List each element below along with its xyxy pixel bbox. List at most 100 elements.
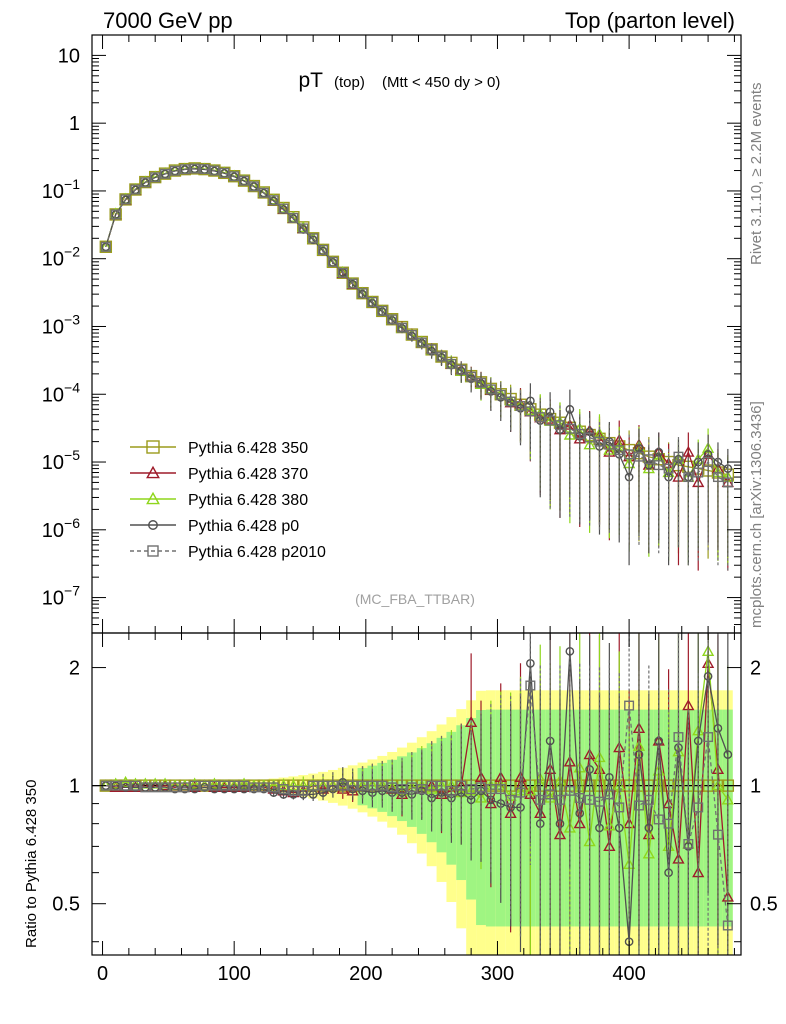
legend-label: Pythia 6.428 350 (188, 440, 308, 457)
ratio-data-point (436, 780, 447, 791)
y-tick-label: 10−7 (42, 583, 80, 610)
ratio-data-point (377, 780, 388, 791)
ratio-y-tick-label-left: 0.5 (52, 894, 80, 916)
legend-marker (147, 545, 159, 557)
x-tick-label: 300 (481, 963, 514, 985)
ratio-frame (91, 632, 742, 956)
ratio-data-point (416, 784, 427, 795)
ratio-data-point (169, 782, 180, 793)
ratio-data-point (633, 800, 644, 811)
data-point (160, 168, 171, 179)
ratio-y-tick-label-right: 1 (750, 776, 761, 798)
ratio-data-point (397, 784, 408, 795)
data-point (693, 467, 704, 478)
ratio-data-point (456, 780, 467, 791)
legend-marker (146, 440, 160, 454)
ratio-data-point (209, 780, 220, 791)
data-point (140, 177, 151, 188)
plot-title-main: pT (298, 69, 323, 92)
data-point (594, 436, 605, 447)
data-point (397, 322, 408, 333)
ratio-data-point (614, 802, 625, 813)
ratio-data-point (485, 784, 496, 795)
ratio-data-point (208, 777, 221, 789)
plot-title-sub1: (top) (334, 74, 365, 91)
legend-marker (146, 491, 160, 505)
ratio-data-point (387, 782, 398, 793)
ratio-y-tick-label-left: 2 (69, 658, 80, 680)
ratio-data-point (248, 782, 259, 793)
ratio-data-point (229, 780, 240, 791)
data-point (229, 171, 240, 182)
ratio-data-point (712, 829, 723, 840)
series-line (105, 167, 729, 485)
data-point (525, 406, 536, 417)
plot-title: pT (top) (Mtt < 450 dy > 0) (298, 69, 500, 92)
ratio-data-point (515, 787, 526, 798)
legend-marker (146, 465, 160, 479)
ratio-data-point (703, 732, 714, 743)
data-point (683, 472, 694, 483)
ratio-data-point (347, 780, 358, 791)
ratio-data-point (258, 782, 269, 793)
rivet-version-label: Rivet 3.1.10, ≥ 2.2M events (748, 83, 765, 266)
y-tick-label: 10−2 (42, 244, 80, 271)
data-point (476, 377, 487, 388)
data-point (367, 296, 378, 307)
data-point (535, 412, 546, 423)
ratio-data-point (318, 780, 329, 791)
legend-label: Pythia 6.428 370 (188, 466, 308, 483)
ratio-series-line (105, 685, 729, 926)
ratio-data-point (495, 784, 506, 795)
data-point (663, 463, 674, 474)
y-tick-label: 10−5 (42, 447, 80, 474)
data-point (564, 423, 575, 434)
data-point (515, 401, 526, 412)
ratio-data-point (357, 780, 368, 791)
ratio-data-point (554, 794, 565, 805)
ratio-data-point (683, 838, 694, 849)
ratio-data-point (643, 794, 654, 805)
series-line (105, 167, 729, 479)
ratio-data-point (160, 782, 171, 793)
ratio-data-point (189, 780, 200, 791)
data-point (100, 241, 111, 252)
data-point (574, 428, 585, 439)
ratio-data-point (199, 780, 210, 791)
data-point (416, 337, 427, 348)
data-point (239, 175, 250, 186)
ratio-data-point (446, 785, 457, 796)
data-point (703, 457, 714, 468)
data-point (554, 420, 565, 431)
data-point (189, 163, 200, 174)
data-point (466, 371, 477, 382)
data-point (347, 278, 358, 289)
ratio-data-point (110, 780, 121, 791)
analysis-watermark: (MC_FBA_TTBAR) (355, 591, 475, 607)
y-tick-label: 10−4 (42, 379, 80, 406)
data-point (426, 344, 437, 355)
ratio-data-point (604, 789, 615, 800)
legend-entry: Pythia 6.428 p0 (130, 518, 299, 535)
series-line (105, 167, 728, 476)
ratio-data-point (219, 780, 230, 791)
legend-label: Pythia 6.428 p0 (188, 518, 299, 535)
ratio-series-pythia-6-428-p2010 (100, 633, 733, 955)
data-point (357, 288, 368, 299)
series-pythia-6-428-370 (99, 162, 734, 571)
ratio-data-point (140, 782, 151, 793)
legend-entry: Pythia 6.428 370 (130, 465, 308, 483)
ratio-data-point (565, 646, 575, 656)
ratio-data-point (594, 796, 605, 807)
ratio-data-point (525, 680, 536, 691)
ratio-data-point (308, 780, 319, 791)
legend-marker (148, 520, 158, 530)
data-point (318, 244, 329, 255)
ratio-data-point (268, 782, 279, 793)
ratio-data-point (722, 920, 733, 931)
x-tick-label: 200 (349, 963, 382, 985)
ratio-y-tick-label-right: 0.5 (750, 894, 778, 916)
ratio-data-point (298, 785, 309, 796)
data-point (377, 305, 388, 316)
